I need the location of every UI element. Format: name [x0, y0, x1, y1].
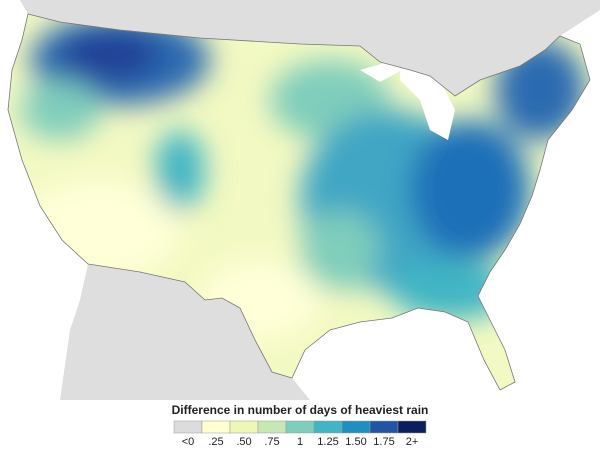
- legend-label: 1: [297, 436, 303, 448]
- legend-swatch: [229, 420, 259, 434]
- legend-label: 1.25: [317, 436, 338, 448]
- canada: [0, 0, 600, 96]
- legend-swatch: [201, 420, 231, 434]
- legend-label: 2+: [406, 436, 419, 448]
- legend-swatch: [341, 420, 371, 434]
- legend-label: 1.50: [345, 436, 366, 448]
- legend-label: .25: [208, 436, 223, 448]
- legend-swatch: [257, 420, 287, 434]
- legend-swatch: [397, 420, 427, 434]
- legend-label: .75: [264, 436, 279, 448]
- legend-swatch: [285, 420, 315, 434]
- legend-swatch: [369, 420, 399, 434]
- legend-title: Difference in number of days of heaviest…: [172, 403, 429, 417]
- great-lakes: [400, 60, 455, 140]
- legend-swatch: [313, 420, 343, 434]
- lake-superior: [360, 60, 402, 82]
- legend-label: .50: [236, 436, 251, 448]
- mexico: [60, 264, 310, 400]
- legend: <0 .25 .50 .75 1 1.25 1.50 1.75 2+: [173, 420, 427, 448]
- legend-swatch: [173, 420, 203, 434]
- us-outline: [7, 13, 591, 391]
- legend-label: <0: [182, 436, 195, 448]
- legend-label: 1.75: [373, 436, 394, 448]
